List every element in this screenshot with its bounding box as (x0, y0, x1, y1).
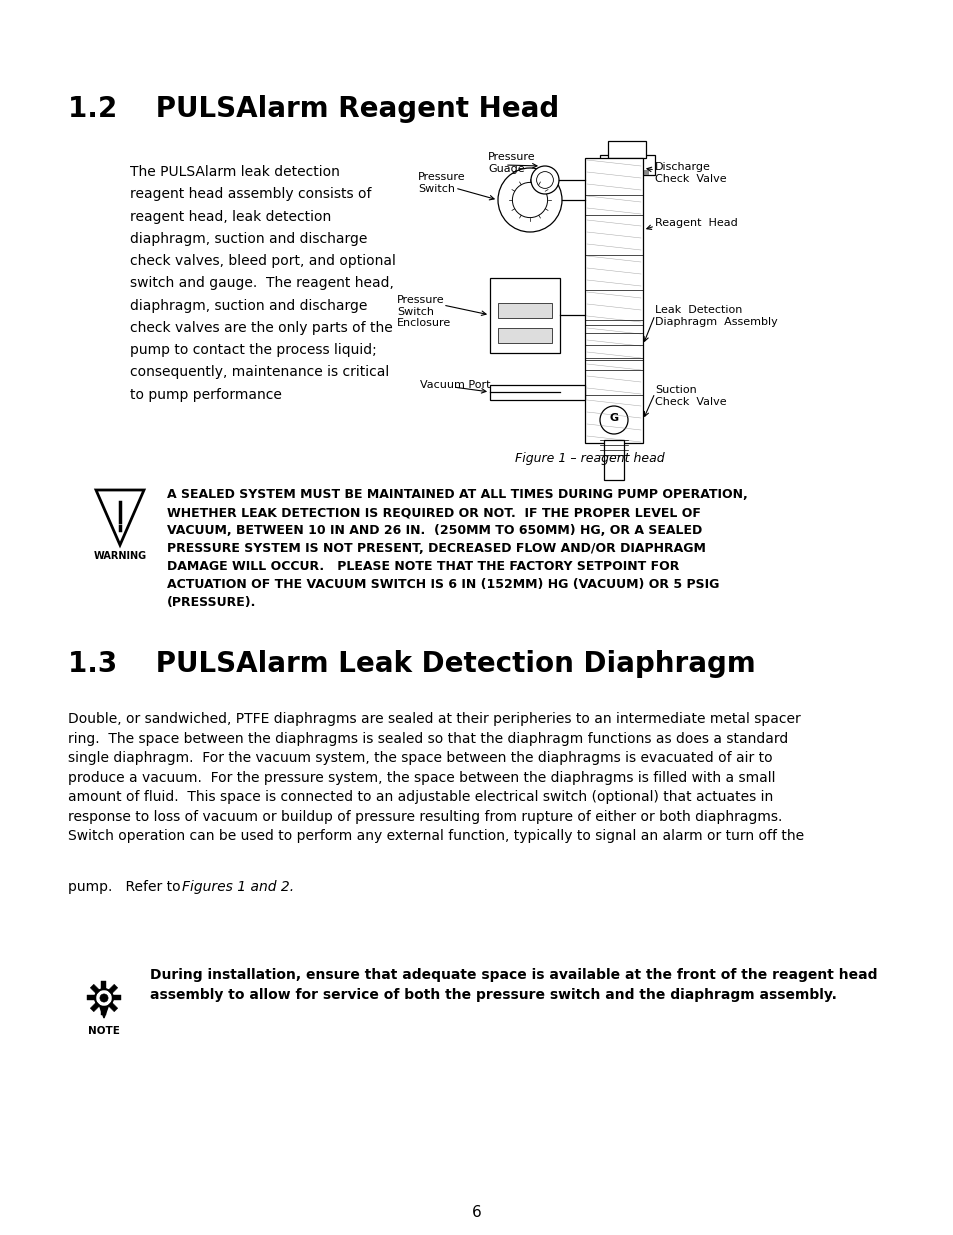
Bar (497, 329, 552, 343)
Polygon shape (100, 1007, 108, 1018)
Polygon shape (91, 1002, 100, 1011)
Bar (613, 170, 622, 175)
Text: Pressure
Switch: Pressure Switch (417, 172, 465, 194)
Bar (599, 170, 609, 175)
Bar (497, 303, 552, 317)
Text: pump.   Refer to: pump. Refer to (68, 881, 185, 894)
Text: The PULSAlarm leak detection
reagent head assembly consists of
reagent head, lea: The PULSAlarm leak detection reagent hea… (130, 165, 395, 401)
Text: Figure 1 – reagent head: Figure 1 – reagent head (515, 452, 664, 466)
Polygon shape (101, 1007, 107, 1015)
Text: 1.2    PULSAlarm Reagent Head: 1.2 PULSAlarm Reagent Head (68, 95, 558, 124)
Polygon shape (91, 984, 100, 994)
Polygon shape (112, 995, 121, 1000)
Bar (625, 170, 636, 175)
Text: WARNING: WARNING (93, 551, 147, 561)
Text: Double, or sandwiched, PTFE diaphragms are sealed at their peripheries to an int: Double, or sandwiched, PTFE diaphragms a… (68, 713, 803, 844)
Text: NOTE: NOTE (88, 1026, 120, 1036)
Text: A SEALED SYSTEM MUST BE MAINTAINED AT ALL TIMES DURING PUMP OPERATION,
WHETHER L: A SEALED SYSTEM MUST BE MAINTAINED AT AL… (167, 488, 747, 609)
Circle shape (599, 406, 627, 433)
Text: Discharge
Check  Valve: Discharge Check Valve (655, 162, 726, 184)
Text: Leak  Detection
Diaphragm  Assembly: Leak Detection Diaphragm Assembly (655, 305, 777, 326)
Circle shape (497, 168, 561, 232)
Polygon shape (108, 1002, 117, 1011)
Bar (490, 385, 584, 400)
Circle shape (100, 994, 108, 1002)
Bar (607, 141, 645, 158)
Text: Reagent  Head: Reagent Head (655, 219, 737, 228)
Bar (603, 440, 623, 480)
Text: G: G (609, 412, 618, 424)
Text: 1.3    PULSAlarm Leak Detection Diaphragm: 1.3 PULSAlarm Leak Detection Diaphragm (68, 650, 755, 678)
Text: Pressure
Switch
Enclosure: Pressure Switch Enclosure (396, 295, 451, 329)
Polygon shape (108, 984, 117, 994)
Bar (639, 170, 648, 175)
Text: Pressure
Guage: Pressure Guage (488, 152, 535, 174)
Bar (584, 158, 642, 443)
Polygon shape (87, 995, 96, 1000)
Text: Figures 1 and 2.: Figures 1 and 2. (182, 881, 294, 894)
Polygon shape (101, 981, 107, 990)
Text: During installation, ensure that adequate space is available at the front of the: During installation, ensure that adequat… (150, 968, 877, 1002)
Polygon shape (96, 490, 144, 545)
Text: Suction
Check  Valve: Suction Check Valve (655, 385, 726, 406)
Circle shape (531, 165, 558, 194)
Bar (490, 278, 559, 353)
Text: 6: 6 (472, 1205, 481, 1220)
Bar (599, 156, 655, 175)
Text: Vacuum Port: Vacuum Port (419, 380, 490, 390)
